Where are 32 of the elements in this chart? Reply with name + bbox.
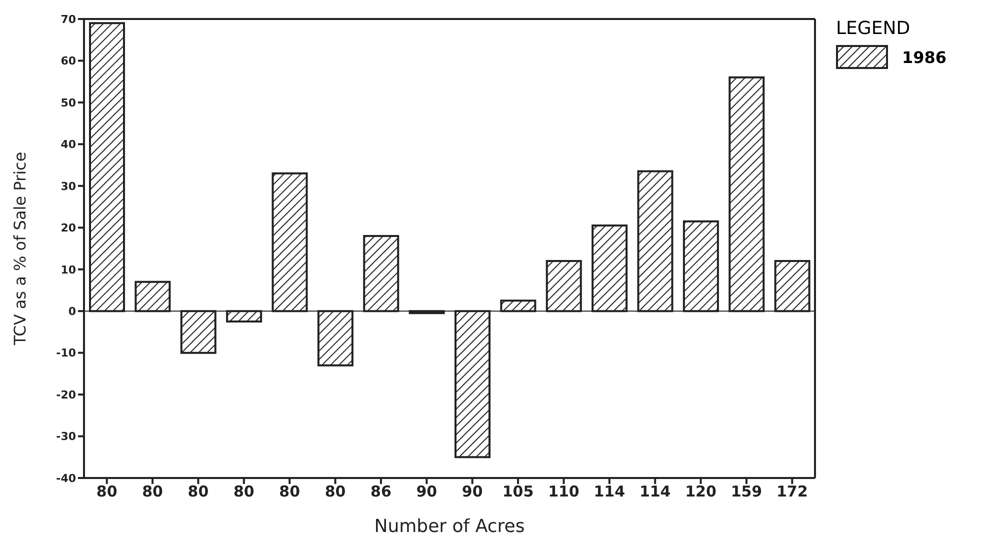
x-tick-label: 172 (776, 482, 808, 501)
x-tick-label: 114 (594, 482, 626, 501)
y-tick-label: 50 (60, 96, 76, 110)
x-tick-label: 90 (416, 482, 438, 501)
x-tick-label: 159 (730, 482, 762, 501)
legend-label: 1986 (902, 48, 947, 66)
x-tick-label: 80 (142, 482, 163, 501)
y-tick-label: -30 (56, 430, 76, 444)
y-tick-label: 70 (60, 12, 76, 26)
x-tick-label: 120 (685, 482, 716, 501)
x-tick-label: 110 (548, 482, 580, 501)
x-tick-label: 80 (96, 482, 118, 501)
x-tick-label: 105 (502, 482, 534, 501)
y-tick-label: -20 (56, 388, 76, 402)
x-tick-label: 80 (188, 482, 209, 501)
x-tick-label: 90 (462, 482, 483, 501)
x-tick-label: 80 (324, 482, 346, 501)
x-tick-label: 80 (279, 482, 300, 501)
y-tick-label: 30 (60, 180, 76, 193)
x-tick-label: 114 (639, 482, 671, 501)
x-tick-label: 80 (233, 482, 254, 501)
y-axis-title: TCV as a % of Sale Price (10, 152, 30, 346)
y-tick-label: 60 (60, 54, 76, 68)
y-tick-label: 10 (60, 263, 76, 276)
legend-title: LEGEND (836, 18, 912, 39)
y-tick-label: -40 (56, 472, 76, 485)
x-tick-label: 86 (370, 482, 392, 501)
y-tick-label: 0 (68, 304, 76, 318)
y-tick-label: 40 (60, 138, 76, 152)
x-axis-title: Number of Acres (374, 516, 525, 537)
y-tick-label: 20 (60, 222, 76, 235)
y-tick-label: -10 (56, 346, 76, 360)
